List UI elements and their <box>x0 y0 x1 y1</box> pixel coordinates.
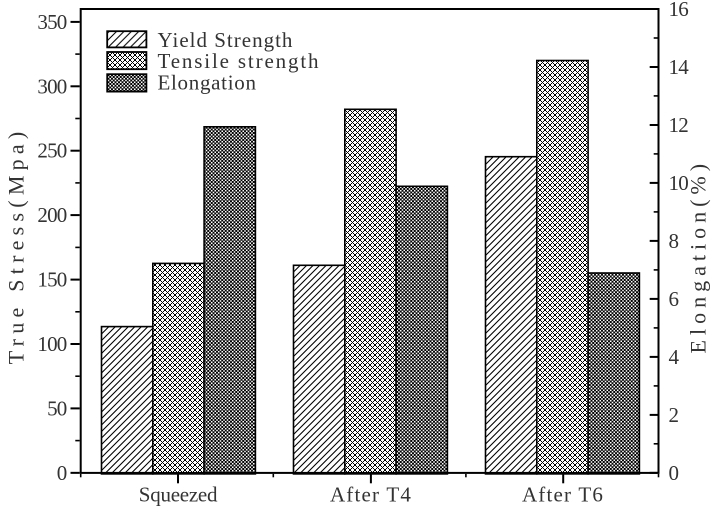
svg-text:14: 14 <box>669 55 690 79</box>
svg-text:200: 200 <box>37 203 66 227</box>
svg-text:16: 16 <box>669 0 689 21</box>
svg-text:350: 350 <box>37 10 66 34</box>
svg-text:12: 12 <box>669 113 689 137</box>
svg-text:Tensile strength: Tensile strength <box>158 49 321 73</box>
svg-text:300: 300 <box>37 74 66 98</box>
svg-text:2: 2 <box>669 403 679 427</box>
svg-text:250: 250 <box>37 139 66 163</box>
svg-text:Elongation(%): Elongation(%) <box>686 159 711 354</box>
svg-text:0: 0 <box>57 461 67 485</box>
svg-text:True Stress(Mpa): True Stress(Mpa) <box>4 127 29 365</box>
svg-text:6: 6 <box>669 287 679 311</box>
svg-text:50: 50 <box>47 396 67 420</box>
svg-text:0: 0 <box>669 461 679 485</box>
svg-text:Yield Strength: Yield Strength <box>158 28 294 52</box>
svg-text:100: 100 <box>37 332 66 356</box>
svg-text:10: 10 <box>669 171 689 195</box>
svg-text:After T4: After T4 <box>330 483 412 507</box>
svg-text:Squeezed: Squeezed <box>139 483 218 507</box>
svg-text:Elongation: Elongation <box>158 70 257 94</box>
svg-text:After T6: After T6 <box>522 483 604 507</box>
svg-text:150: 150 <box>37 268 66 292</box>
svg-text:8: 8 <box>669 229 679 253</box>
svg-text:4: 4 <box>669 345 680 369</box>
